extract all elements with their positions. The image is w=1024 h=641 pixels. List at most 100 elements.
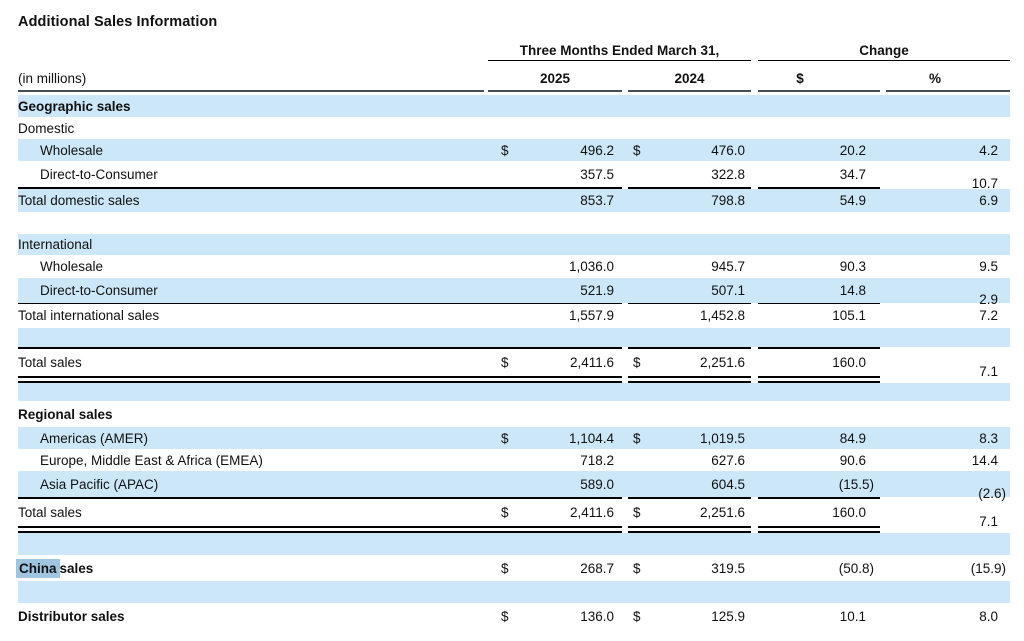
value: 7.1 [979,514,998,530]
row-label: Wholesale [40,258,104,274]
cell-2025: 521.9 [488,283,622,298]
cell-2025: 1,557.9 [488,308,622,323]
search-highlight: China [16,558,60,578]
cell-2024: $476.0 [628,143,751,158]
value: 945.7 [711,258,745,274]
cell-change-dollar: 160.0 [758,505,880,520]
value: 589.0 [580,476,614,492]
period-group-header: Three Months Ended March 31, [488,43,751,61]
cell-change-dollar: (50.8) [758,561,880,576]
value: (2.6) [978,485,1006,501]
value: 627.6 [711,452,745,468]
cell-change-percent: 8.3 [886,431,1010,446]
table-row: Asia Pacific (APAC) 589.0 604.5 (15.5) (2.6) [18,471,1010,501]
dollar-sign: $ [633,355,641,371]
value: 507.1 [711,282,745,298]
spacer-row [18,212,1010,234]
dollar-sign: $ [501,505,509,521]
cell-change-percent: 6.9 [886,193,1010,208]
value: 853.7 [580,192,614,208]
table-row: Direct-to-Consumer 521.9 507.1 14.8 2.9 [18,277,1010,307]
rule-segment [18,346,622,350]
cell-2025: 1,036.0 [488,259,622,274]
cell-2025: 589.0 [488,477,622,492]
cell-2024: $125.9 [628,609,751,624]
value: 14.4 [971,452,998,468]
table-group-header: Three Months Ended March 31, Change [18,43,1010,61]
value: 160.0 [832,355,866,371]
cell-change-percent: 9.5 [886,259,1010,274]
cell-change-dollar: 105.1 [758,308,880,323]
value: 496.2 [580,142,614,158]
value: 90.3 [839,258,866,274]
value: 1,019.5 [699,430,745,446]
value: 90.6 [839,452,866,468]
cell-2025: $496.2 [488,143,622,158]
in-millions-label: (in millions) [18,71,87,86]
cell-change-percent: (15.9) [886,561,1010,576]
value: 20.2 [839,142,866,158]
value: 1,557.9 [568,308,614,324]
cell-change-percent: 7.1 [886,355,1010,379]
value: 718.2 [580,452,614,468]
value: 268.7 [580,560,614,576]
dollar-sign: $ [633,505,641,521]
header-rule [18,90,1010,93]
row-label: Europe, Middle East & Africa (EMEA) [40,452,263,468]
cell-2025: $2,411.6 [488,505,622,520]
value: (50.8) [838,560,874,576]
row-label: Total sales [18,505,82,521]
table-row: Americas (AMER) $1,104.4 $1,019.5 84.9 8.3 [18,427,1010,450]
rule-segment [18,302,622,304]
rule-segment [758,376,880,384]
cell-2025: 357.5 [488,167,622,182]
value: 2,411.6 [569,355,614,371]
cell-change-percent: 8.0 [886,609,1010,624]
rule-segment [886,90,1010,93]
cell-2024: 604.5 [628,477,751,492]
value: 14.8 [839,282,866,298]
dollar-sign: $ [501,142,509,158]
rule-segment [758,90,880,93]
table-row: International [18,233,1010,255]
row-label: Distributor sales [18,608,125,624]
value: 604.5 [711,476,745,492]
rule-thin [18,302,1010,304]
rule-segment [18,497,622,500]
value: (15.5) [838,476,874,492]
value: 1,104.4 [568,430,614,446]
row-label: China sales [16,558,484,578]
value: 7.1 [979,364,998,380]
row-label: Total international sales [18,308,160,324]
dollar-sign: $ [633,430,641,446]
rule-segment [628,302,751,304]
col-header-2025: 2025 [539,71,571,86]
cell-change-dollar: 34.7 [758,167,880,182]
value: 7.2 [979,308,998,324]
value: 357.5 [580,166,614,182]
value: 322.8 [711,166,745,182]
cell-change-dollar: 54.9 [758,193,880,208]
value: 10.7 [971,175,998,191]
row-label: Asia Pacific (APAC) [40,476,159,492]
table-row: Distributor sales $136.0 $125.9 10.1 8.0 [18,603,1010,629]
table-row: Regional sales [18,401,1010,427]
value: 2.9 [979,291,998,307]
rule-thick [18,346,1010,350]
value: 160.0 [832,505,866,521]
cell-change-percent: 10.7 [886,167,1010,191]
cell-2024: $2,251.6 [628,355,751,370]
rule-segment [18,90,484,93]
col-header-change-percent: % [928,71,941,86]
cell-change-dollar: 90.6 [758,453,880,468]
rule-segment [758,346,880,350]
row-label: Americas (AMER) [40,430,149,446]
value: 9.5 [979,258,998,274]
table-row: Total international sales 1,557.9 1,452.8 1… [18,304,1010,328]
cell-change-dollar: 14.8 [758,283,880,298]
rule-segment [758,497,880,500]
value: 1,452.8 [699,308,745,324]
row-label: Regional sales [18,406,113,422]
table-row: Geographic sales [18,95,1010,118]
page-title: Additional Sales Information [18,14,218,30]
